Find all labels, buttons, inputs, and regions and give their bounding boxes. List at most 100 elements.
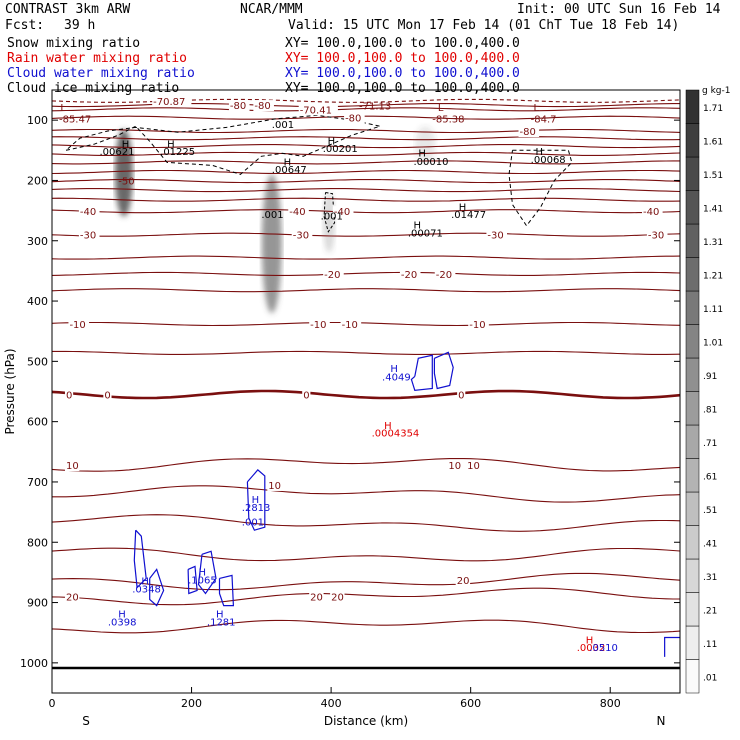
- cloud-water-contour-2: [246, 469, 266, 531]
- temp-contour-8: [52, 160, 680, 165]
- ice-label-14: -71.13: [359, 101, 391, 112]
- colorbar-label-10: 1.01: [703, 338, 723, 348]
- temp-label-extra-13: 0: [303, 391, 309, 402]
- colorbar-label-13: 1.31: [703, 238, 723, 248]
- ice-label-11: .001: [321, 212, 343, 223]
- cloud-water-contour-edge: [664, 636, 680, 657]
- temp-label-extra-19: 20: [331, 593, 344, 604]
- label-bg: [323, 268, 344, 280]
- cloud-water-contour-0: [410, 354, 433, 391]
- temp-contour-22: [52, 485, 680, 503]
- label-bg: [332, 206, 354, 218]
- ice-label-5: .01225: [160, 147, 195, 158]
- label-bg: [455, 575, 471, 587]
- colorbar-label-5: .51: [703, 506, 717, 516]
- colorbar-label-6: .61: [703, 472, 717, 482]
- colorbar-label-12: 1.21: [703, 271, 723, 281]
- label-bg: [64, 389, 74, 401]
- y-tick-label-8: 900: [27, 597, 48, 610]
- cloud-water-label-7: H: [199, 567, 207, 578]
- ice-contour-main: [65, 114, 382, 175]
- ice-label-23: L: [533, 103, 539, 114]
- temp-label-extra-15: 10: [268, 481, 281, 492]
- legend-label-snow: Snow mixing ratio: [7, 36, 141, 51]
- colorbar-swatch-4: [685, 525, 700, 560]
- ice-label-12: H: [328, 136, 336, 147]
- temp-label-16: -20: [401, 270, 417, 281]
- legend-xy-cloud-water: XY= 100.0,100.0 to 100.0,400.0: [285, 66, 520, 81]
- colorbar-swatch-16: [685, 123, 700, 158]
- cloud-water-contour-1: [433, 351, 454, 390]
- ice-label-15: H: [418, 148, 426, 159]
- ice-label-16: .00010: [413, 157, 448, 168]
- cloud-water-label-5: H: [141, 576, 149, 587]
- temp-label-extra-6: -30: [648, 231, 664, 242]
- init-time: Init: 00 UTC Sun 16 Feb 14: [517, 2, 721, 17]
- label-bg: [330, 591, 345, 603]
- temp-contour-15: [52, 255, 680, 260]
- rain-label-3: .0032: [577, 643, 606, 654]
- temp-label-13: -40: [80, 207, 96, 218]
- ice-label-24: -84.7: [531, 115, 557, 126]
- colorbar-swatch-2: [685, 592, 700, 627]
- temp-contour-3: [52, 115, 680, 120]
- ice-label-4: H: [167, 139, 175, 150]
- label-bg: [152, 95, 192, 107]
- temp-label-extra-4: -30: [293, 231, 309, 242]
- label-bg: [68, 318, 90, 330]
- colorbar-swatch-9: [685, 357, 700, 392]
- ice-label-6: -50: [118, 177, 134, 188]
- colorbar-swatch-11: [685, 290, 700, 325]
- colorbar-label-0: .01: [703, 673, 717, 683]
- temp-contour-23: [52, 514, 680, 532]
- colorbar-label-14: 1.41: [703, 204, 723, 214]
- temp-label-extra-20: 20: [457, 576, 470, 587]
- temp-contour-18: [52, 321, 680, 327]
- y-axis-label: Pressure (hPa): [3, 348, 17, 434]
- cloud-water-label-11: H: [216, 610, 224, 621]
- y-tick-label-0: 100: [27, 114, 48, 127]
- ice-label-19: H: [459, 203, 467, 214]
- temp-label-extra-11: -10: [469, 320, 485, 331]
- colorbar-swatch-13: [685, 223, 700, 258]
- colorbar-unit: g kg-1: [702, 86, 730, 96]
- temp-label-extra-8: -20: [436, 270, 452, 281]
- cloud-water-label-8: .1065: [188, 575, 217, 586]
- ice-label-21: H: [413, 221, 421, 232]
- temp-contour-13: [52, 209, 680, 214]
- ice-label-0: L: [60, 103, 66, 114]
- colorbar-label-2: .21: [703, 606, 717, 616]
- colorbar-swatch-17: [685, 89, 700, 124]
- cloud-water-contour-7: [187, 565, 198, 595]
- temp-contour-21: [52, 457, 680, 472]
- label-bg: [298, 104, 338, 116]
- cloud-water-contour-4: [149, 568, 165, 607]
- colorbar-label-16: 1.61: [703, 137, 723, 147]
- x-tick-label-2: 400: [321, 697, 342, 710]
- cloud-ice-contours: [65, 114, 573, 233]
- ice-contour-small: [323, 192, 336, 233]
- temp-contour-11: [52, 188, 680, 193]
- ice-label-7: .001: [272, 120, 294, 131]
- ice-label-22: .00071: [408, 229, 443, 240]
- label-bg: [309, 318, 330, 330]
- temp-label-extra-2: -40: [334, 207, 350, 218]
- temp-label-extra-14: 0: [458, 391, 464, 402]
- temp-label-extra-0: -80: [254, 101, 270, 112]
- label-bg: [78, 229, 100, 241]
- snow-core-2: [323, 192, 336, 253]
- temp-label-18: -10: [342, 320, 358, 331]
- temp-contour-5: [52, 136, 680, 141]
- label-bg: [267, 479, 282, 491]
- legend-label-cloud-ice: Cloud ice mixing ratio: [7, 81, 180, 96]
- label-bg: [228, 100, 250, 112]
- y-tick-label-5: 600: [27, 416, 48, 429]
- y-tick-label-3: 400: [27, 295, 48, 308]
- temp-label-extra-16: 10: [448, 461, 461, 472]
- label-bg: [642, 206, 663, 218]
- cloud-water-label-6: .0348: [132, 584, 161, 595]
- legend-xy-snow: XY= 100.0,100.0 to 100.0,400.0: [285, 36, 520, 51]
- contour-labels: -70.87 -80 -70.41 -80 -80 -40 -30 -20 -10 0 10 20 -8…: [59, 95, 668, 654]
- label-bg: [340, 318, 362, 330]
- forecast-label: Fcst:: [5, 18, 45, 33]
